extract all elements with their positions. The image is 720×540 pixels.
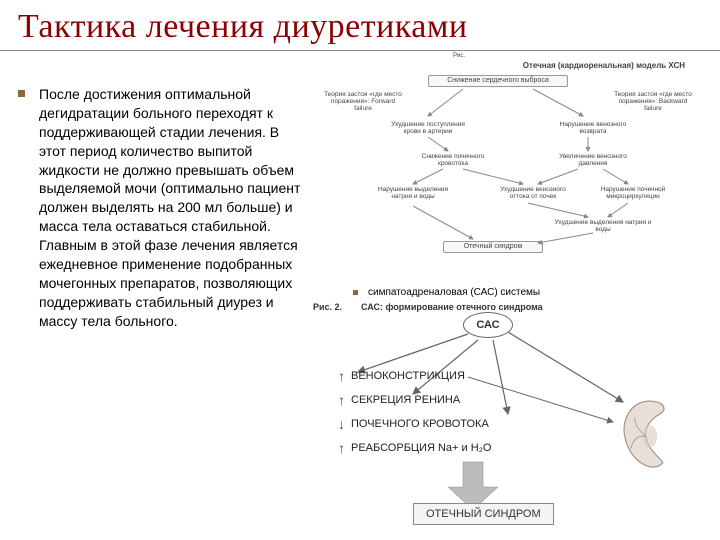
bullet-icon (18, 90, 25, 97)
d2-final-box: ОТЕЧНЫЙ СИНДРОМ (413, 503, 554, 525)
d2-row-veno: ↑ ВЕНОКОНСТРИКЦИЯ (338, 368, 465, 384)
kidney-icon (617, 397, 675, 472)
body-text: После достижения оптимальной дегидратаци… (39, 85, 303, 331)
d2-row-renin: ↑ СЕКРЕЦИЯ РЕНИНА (338, 392, 460, 408)
mini-caption: симпатоадреналовая (САС) системы (368, 287, 540, 298)
mini-caption-row: симпатоадреналовая (САС) системы (353, 287, 708, 298)
diagram-cardiorenal: Рис. Отечная (кардиоренальная) модель ХС… (313, 61, 693, 281)
d2-row1-text: ВЕНОКОНСТРИКЦИЯ (351, 370, 465, 382)
content-area: После достижения оптимальной дегидратаци… (0, 51, 720, 527)
d2-row3-text: ПОЧЕЧНОГО КРОВОТОКА (351, 418, 489, 430)
d2-row-krovotok: ↓ ПОЧЕЧНОГО КРОВОТОКА (338, 416, 489, 432)
down-arrow-icon: ↓ (338, 416, 345, 432)
up-arrow-icon: ↑ (338, 440, 345, 456)
d2-row2-text: СЕКРЕЦИЯ РЕНИНА (351, 394, 460, 406)
fig1-ris: Рис. (453, 53, 465, 60)
up-arrow-icon: ↑ (338, 368, 345, 384)
left-column: После достижения оптимальной дегидратаци… (18, 61, 313, 527)
d2-row-reabs: ↑ РЕАБСОРБЦИЯ Na+ и H₂O (338, 440, 491, 456)
slide-title: Тактика лечения диуретиками (0, 0, 720, 51)
mini-bullet-icon (353, 290, 358, 295)
diagram1-arrows (313, 61, 693, 271)
bullet-row: После достижения оптимальной дегидратаци… (18, 85, 303, 331)
up-arrow-icon: ↑ (338, 392, 345, 408)
d2-row4-text: РЕАБСОРБЦИЯ Na+ и H₂O (351, 442, 491, 454)
diagram-sac: Рис. 2. САС: формирование отечного синдр… (313, 302, 693, 527)
right-column: Рис. Отечная (кардиоренальная) модель ХС… (313, 61, 708, 527)
